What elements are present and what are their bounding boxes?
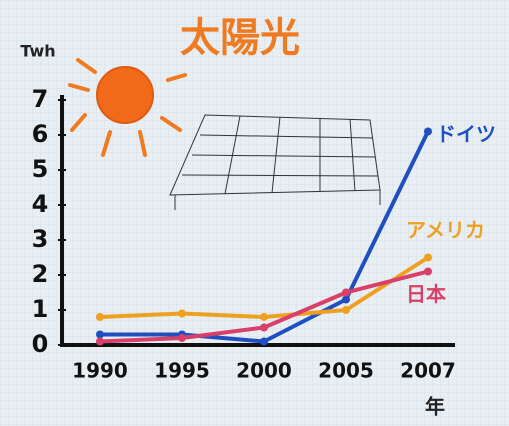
point: [342, 306, 350, 314]
y-tick-label: 6: [32, 120, 49, 148]
chart-title: 太陽光: [180, 15, 300, 61]
point: [178, 309, 186, 318]
point: [96, 337, 104, 346]
series-label: アメリカ: [406, 218, 485, 242]
y-tick-label: 2: [32, 260, 49, 288]
x-axis-label: 年: [425, 395, 445, 419]
point: [342, 288, 350, 297]
solar-panel: [169, 114, 381, 210]
y-axis-label: Twh: [20, 42, 55, 61]
x-tick-label: 1995: [154, 359, 210, 383]
y-tick-label: 0: [32, 330, 49, 358]
series-label: 日本: [406, 282, 446, 306]
y-tick-label: 1: [32, 295, 49, 323]
x-tick-label: 1990: [72, 359, 128, 383]
y-tick-label: 7: [32, 85, 49, 113]
y-tick-label: 3: [32, 225, 49, 253]
point: [260, 337, 268, 346]
point: [260, 323, 268, 332]
y-tick-label: 5: [32, 155, 49, 183]
point: [424, 127, 432, 136]
point: [424, 253, 432, 262]
point: [96, 313, 104, 321]
point: [260, 313, 268, 321]
x-tick-label: 2007: [400, 359, 456, 383]
point: [424, 267, 432, 276]
point: [342, 295, 350, 304]
x-tick-label: 2000: [236, 359, 292, 383]
sun: [68, 58, 187, 157]
x-tick-label: 2005: [318, 359, 374, 383]
series-label: ドイツ: [436, 122, 496, 146]
point: [96, 330, 104, 339]
y-tick-label: 4: [32, 190, 49, 218]
point: [178, 334, 186, 342]
